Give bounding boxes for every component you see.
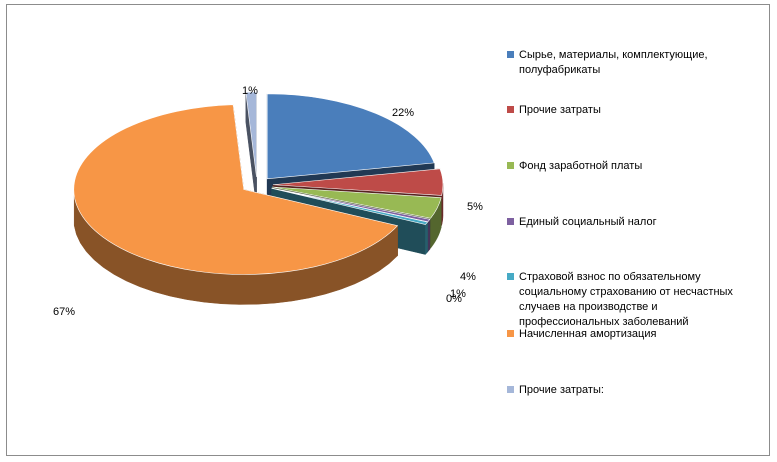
- legend-label: Сырье, материалы, комплектующие, полуфаб…: [519, 49, 708, 76]
- legend-swatch: [507, 218, 514, 225]
- data-label-insurance: 0%: [446, 293, 462, 305]
- chart-area: 22% 5% 4% 1% 0% 67% 1% Сырье, материалы,…: [6, 4, 770, 456]
- data-label-payroll: 4%: [460, 271, 476, 283]
- legend-label: Начисленная амортизация: [519, 328, 657, 340]
- slice-wall-social-tax: [427, 218, 431, 253]
- legend-item-raw-materials: Сырье, материалы, комплектующие, полуфаб…: [507, 48, 759, 78]
- legend-item-payroll: Фонд заработной платы: [507, 159, 759, 174]
- legend-label: Фонд заработной платы: [519, 160, 643, 172]
- legend-swatch: [507, 386, 514, 393]
- legend-item-social-tax: Единый социальный налог: [507, 215, 759, 230]
- legend-item-other-costs: Прочие затраты: [507, 103, 759, 118]
- legend-swatch: [507, 106, 514, 113]
- legend-item-depreciation: Начисленная амортизация: [507, 327, 759, 342]
- data-label-social-tax: 1%: [450, 288, 466, 300]
- slice-wall-insurance: [425, 221, 428, 256]
- legend-label: Страховой взнос по обязательному социаль…: [519, 271, 733, 328]
- legend-item-other-costs-2: Прочие затраты:: [507, 383, 759, 398]
- legend-label: Единый социальный налог: [519, 216, 657, 228]
- slice-other-costs-2: [245, 91, 257, 178]
- data-label-depreciation: 67%: [53, 306, 76, 318]
- legend-label: Прочие затраты:: [519, 384, 604, 396]
- slice-other-costs: [272, 168, 444, 196]
- slice-payroll: [272, 186, 442, 219]
- data-label-other-costs-2: 1%: [242, 85, 258, 97]
- slice-insurance: [271, 187, 429, 225]
- legend-item-insurance: Страховой взнос по обязательному социаль…: [507, 270, 759, 330]
- legend-swatch: [507, 273, 514, 280]
- legend-swatch: [507, 162, 514, 169]
- pie-chart: [73, 91, 444, 305]
- data-label-other-costs: 5%: [467, 201, 483, 213]
- legend-swatch: [507, 330, 514, 337]
- data-label-raw-materials: 22%: [392, 107, 415, 119]
- legend-swatch: [507, 51, 514, 58]
- legend-label: Прочие затраты: [519, 104, 601, 116]
- slice-depreciation: [73, 104, 399, 275]
- slice-raw-materials: [266, 93, 435, 180]
